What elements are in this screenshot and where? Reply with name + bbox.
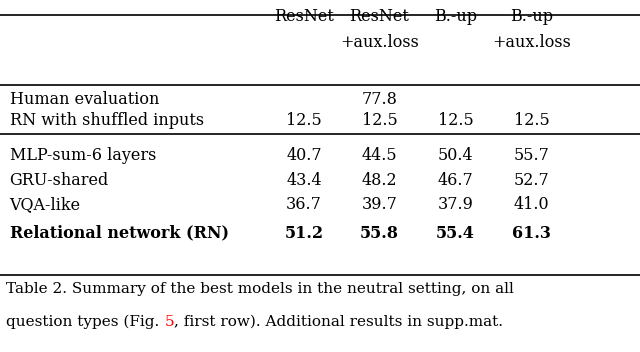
Text: question types (Fig.: question types (Fig. [6, 315, 164, 329]
Text: VQA-like: VQA-like [10, 196, 81, 213]
Text: ResNet: ResNet [274, 8, 334, 25]
Text: +aux.loss: +aux.loss [340, 34, 419, 51]
Text: 46.7: 46.7 [438, 172, 474, 189]
Text: 12.5: 12.5 [438, 112, 474, 129]
Text: MLP-sum-6 layers: MLP-sum-6 layers [10, 147, 156, 164]
Text: 5: 5 [164, 315, 174, 329]
Text: 12.5: 12.5 [286, 112, 322, 129]
Text: 55.8: 55.8 [360, 225, 399, 241]
Text: Table 2. Summary of the best models in the neutral setting, on all: Table 2. Summary of the best models in t… [6, 282, 515, 296]
Text: 51.2: 51.2 [284, 225, 324, 241]
Text: 41.0: 41.0 [514, 196, 550, 213]
Text: Relational network (RN): Relational network (RN) [10, 225, 228, 241]
Text: 55.4: 55.4 [436, 225, 475, 241]
Text: 40.7: 40.7 [286, 147, 322, 164]
Text: , first row). Additional results in supp.mat.: , first row). Additional results in supp… [174, 315, 503, 329]
Text: 55.7: 55.7 [514, 147, 550, 164]
Text: GRU-shared: GRU-shared [10, 172, 109, 189]
Text: B.-up: B.-up [510, 8, 554, 25]
Text: 43.4: 43.4 [286, 172, 322, 189]
Text: 50.4: 50.4 [438, 147, 474, 164]
Text: 12.5: 12.5 [362, 112, 397, 129]
Text: 37.9: 37.9 [438, 196, 474, 213]
Text: +aux.loss: +aux.loss [492, 34, 572, 51]
Text: 61.3: 61.3 [513, 225, 551, 241]
Text: RN with shuffled inputs: RN with shuffled inputs [10, 112, 204, 129]
Text: B.-up: B.-up [434, 8, 477, 25]
Text: 52.7: 52.7 [514, 172, 550, 189]
Text: Human evaluation: Human evaluation [10, 91, 159, 108]
Text: 48.2: 48.2 [362, 172, 397, 189]
Text: 36.7: 36.7 [286, 196, 322, 213]
Text: 12.5: 12.5 [514, 112, 550, 129]
Text: ResNet: ResNet [349, 8, 410, 25]
Text: 44.5: 44.5 [362, 147, 397, 164]
Text: 39.7: 39.7 [362, 196, 397, 213]
Text: 77.8: 77.8 [362, 91, 397, 108]
